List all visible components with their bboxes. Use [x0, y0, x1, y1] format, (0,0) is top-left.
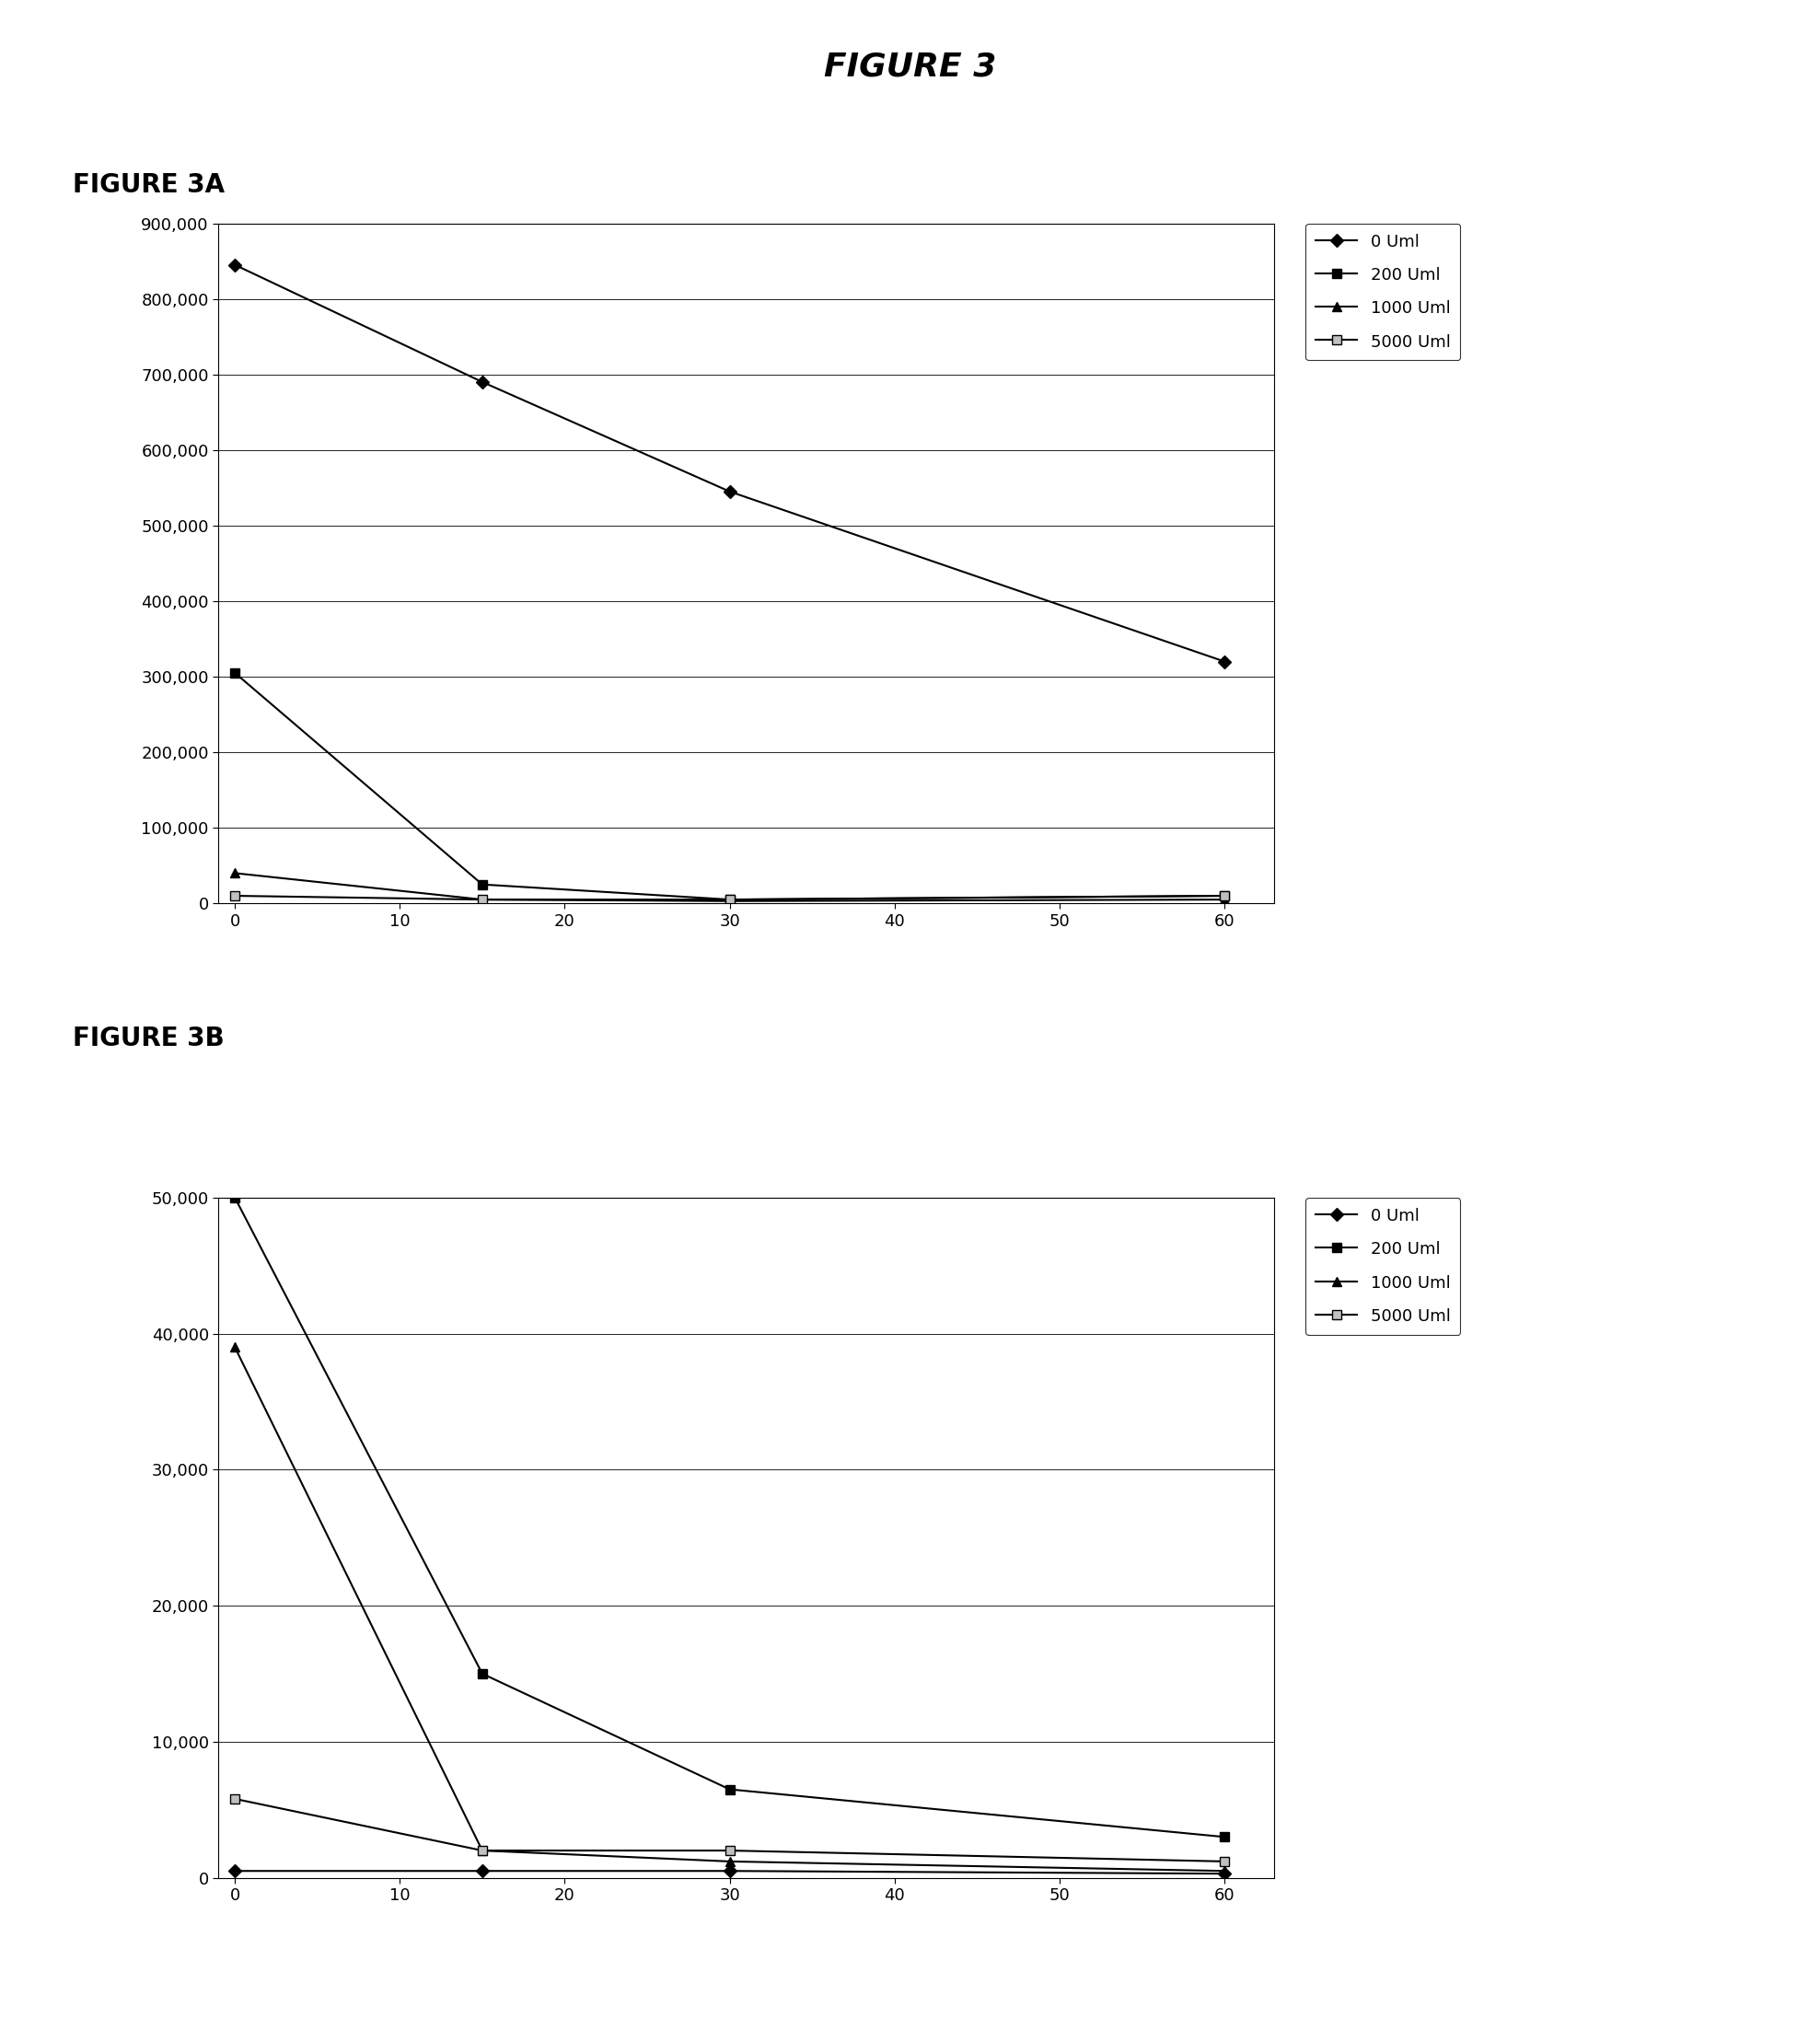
- Line: 5000 Uml: 5000 Uml: [231, 1795, 1229, 1866]
- 0 Uml: [224, 252, 246, 276]
- 5000 Uml: [719, 1839, 741, 1864]
- 0 Uml: [471, 369, 493, 394]
- 0 Uml: [471, 1859, 493, 1884]
- 5000 Uml: [224, 883, 246, 907]
- 0 Uml: [719, 1859, 741, 1884]
- Text: FIGURE 3A: FIGURE 3A: [73, 173, 226, 199]
- 1000 Uml: [471, 1839, 493, 1864]
- 200 Uml: [471, 1661, 493, 1685]
- 5000 Uml: [719, 887, 741, 911]
- Line: 0 Uml: 0 Uml: [231, 1866, 1229, 1878]
- 1000 Uml: [471, 887, 493, 911]
- 1000 Uml: [224, 861, 246, 885]
- Text: FIGURE 3B: FIGURE 3B: [73, 1025, 224, 1052]
- Line: 0 Uml: 0 Uml: [231, 260, 1229, 666]
- 200 Uml: [471, 873, 493, 897]
- Legend: 0 Uml, 200 Uml, 1000 Uml, 5000 Uml: 0 Uml, 200 Uml, 1000 Uml, 5000 Uml: [1305, 1198, 1460, 1336]
- 1000 Uml: [719, 889, 741, 914]
- 1000 Uml: [1214, 1859, 1236, 1884]
- Line: 200 Uml: 200 Uml: [231, 668, 1229, 903]
- 5000 Uml: [471, 887, 493, 911]
- 0 Uml: [1214, 1862, 1236, 1886]
- Line: 5000 Uml: 5000 Uml: [231, 891, 1229, 903]
- 0 Uml: [224, 1859, 246, 1884]
- 200 Uml: [1214, 883, 1236, 907]
- 200 Uml: [719, 887, 741, 911]
- 0 Uml: [719, 479, 741, 503]
- 5000 Uml: [1214, 883, 1236, 907]
- Line: 200 Uml: 200 Uml: [231, 1194, 1229, 1841]
- 1000 Uml: [719, 1849, 741, 1874]
- 200 Uml: [1214, 1825, 1236, 1849]
- 200 Uml: [719, 1776, 741, 1801]
- 5000 Uml: [224, 1786, 246, 1811]
- 200 Uml: [224, 1186, 246, 1210]
- Line: 1000 Uml: 1000 Uml: [231, 869, 1229, 905]
- Text: FIGURE 3: FIGURE 3: [824, 51, 996, 81]
- 0 Uml: [1214, 650, 1236, 674]
- 1000 Uml: [1214, 887, 1236, 911]
- Legend: 0 Uml, 200 Uml, 1000 Uml, 5000 Uml: 0 Uml, 200 Uml, 1000 Uml, 5000 Uml: [1305, 223, 1460, 361]
- 5000 Uml: [1214, 1849, 1236, 1874]
- Line: 1000 Uml: 1000 Uml: [231, 1342, 1229, 1876]
- 1000 Uml: [224, 1336, 246, 1360]
- 5000 Uml: [471, 1839, 493, 1864]
- 200 Uml: [224, 660, 246, 684]
